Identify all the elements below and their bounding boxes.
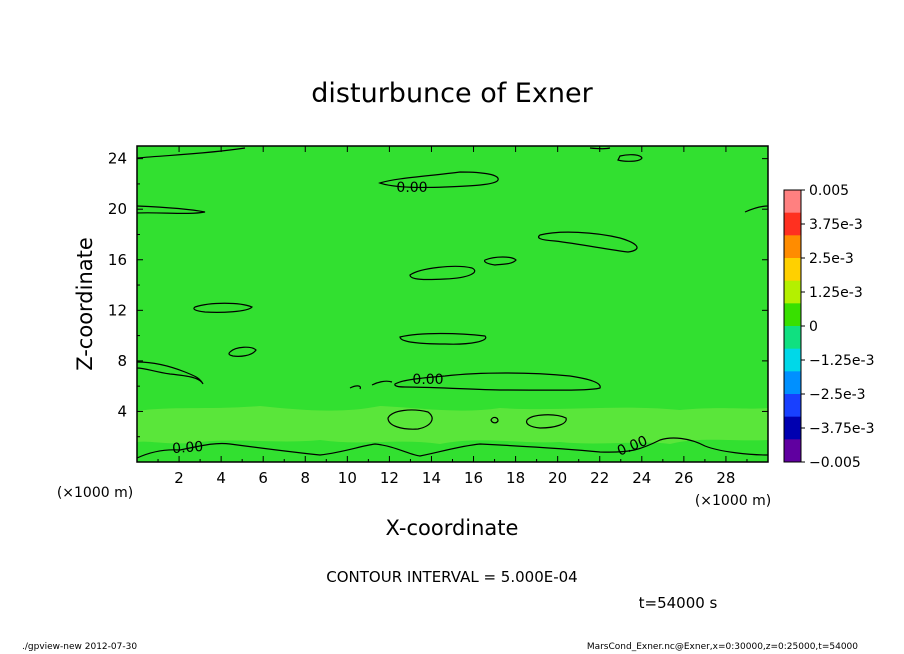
colorbar-label: −1.25e-3 [809, 353, 874, 369]
x-tick-label: 6 [258, 469, 268, 487]
colorbar-segment [784, 394, 801, 418]
y-tick-label: 4 [117, 402, 127, 420]
contour-line [399, 332, 487, 345]
contour-line [136, 205, 206, 214]
x-axis-label: X-coordinate [386, 516, 519, 540]
x-tick-label: 24 [632, 469, 651, 487]
x-tick-label: 28 [716, 469, 735, 487]
colorbar-segment [784, 212, 801, 236]
contour-label: 0.00 [396, 180, 427, 196]
x-tick-label: 26 [674, 469, 693, 487]
colorbar-label: 2.5e-3 [809, 251, 854, 267]
y-axis-label: Z-coordinate [73, 237, 97, 371]
x-tick-label: 14 [422, 469, 441, 487]
y-tick-label: 8 [117, 352, 127, 370]
plot-area: 0.000.000.00 0.00 2 4 6 8 10 12 14 16 18 20 22 24 26 2… [108, 145, 769, 487]
x-tick-label: 20 [548, 469, 567, 487]
contour-line [387, 409, 433, 430]
colorbar-label: 0.005 [809, 183, 849, 199]
colorbar-segment [784, 371, 801, 395]
contour-line [490, 416, 499, 424]
footer-left: ./gpview-new 2012-07-30 [22, 642, 138, 652]
colorbar-label: −3.75e-3 [809, 421, 874, 437]
colorbar-segment [784, 280, 801, 304]
x-tick-label: 22 [590, 469, 609, 487]
contour-line [589, 147, 611, 150]
contour-label: 0.00 [172, 439, 204, 457]
time-text: t=54000 s [639, 594, 718, 612]
contour-label: 0.00 [412, 372, 443, 388]
contour-line [483, 256, 517, 266]
x-tick-label: 16 [464, 469, 483, 487]
contour-line [378, 171, 499, 189]
contour-line [617, 154, 643, 162]
x-unit-label: (×1000 m) [57, 485, 133, 501]
y-ticks: 4 8 12 16 20 24 [108, 150, 768, 438]
contour-line [136, 437, 769, 459]
x-unit-label-right: (×1000 m) [695, 493, 771, 509]
contour-line [744, 205, 769, 213]
lower-band [137, 406, 768, 444]
x-tick-label: 2 [174, 469, 184, 487]
colorbar: 0.005 3.75e-3 2.5e-3 1.25e-3 0 −1.25e-3 −2.5e-… [783, 183, 874, 471]
x-tick-label: 8 [300, 469, 310, 487]
contour-line [136, 361, 204, 385]
x-tick-label: 18 [506, 469, 525, 487]
contour-interval-text: CONTOUR INTERVAL = 5.000E-04 [326, 568, 577, 586]
contour-line [193, 302, 253, 313]
y-tick-label: 20 [108, 200, 127, 218]
colorbar-segment [784, 190, 801, 214]
y-tick-label: 24 [108, 150, 127, 168]
colorbar-label: 1.25e-3 [809, 285, 863, 301]
contour-line [349, 380, 393, 390]
colorbar-segment [784, 235, 801, 259]
contour-line [537, 231, 638, 253]
colorbar-label: −0.005 [809, 455, 861, 471]
y-tick-label: 16 [108, 251, 127, 269]
colorbar-segment [784, 303, 801, 327]
colorbar-segment [784, 326, 801, 350]
contour-line [136, 147, 246, 159]
footer-right: MarsCond_Exner.nc@Exner,x=0:30000,z=0:25… [586, 642, 858, 652]
contour-line [228, 346, 257, 357]
colorbar-segment [784, 258, 801, 282]
chart-title: disturbunce of Exner [311, 78, 593, 109]
contour-line [394, 372, 601, 391]
colorbar-label: 0 [809, 319, 818, 335]
colorbar-label: 3.75e-3 [809, 217, 863, 233]
contour-line [409, 265, 476, 281]
colorbar-segment [784, 416, 801, 440]
x-ticks: 2 4 6 8 10 12 14 16 18 20 22 24 26 28 [157, 146, 748, 487]
colorbar-segment [784, 439, 801, 463]
colorbar-segment [784, 348, 801, 372]
x-tick-label: 10 [338, 469, 357, 487]
x-tick-label: 4 [216, 469, 226, 487]
contour-line [525, 414, 567, 429]
x-tick-label: 12 [380, 469, 399, 487]
y-tick-label: 12 [108, 301, 127, 319]
colorbar-label: −2.5e-3 [809, 387, 866, 403]
contour-lines [136, 147, 769, 459]
